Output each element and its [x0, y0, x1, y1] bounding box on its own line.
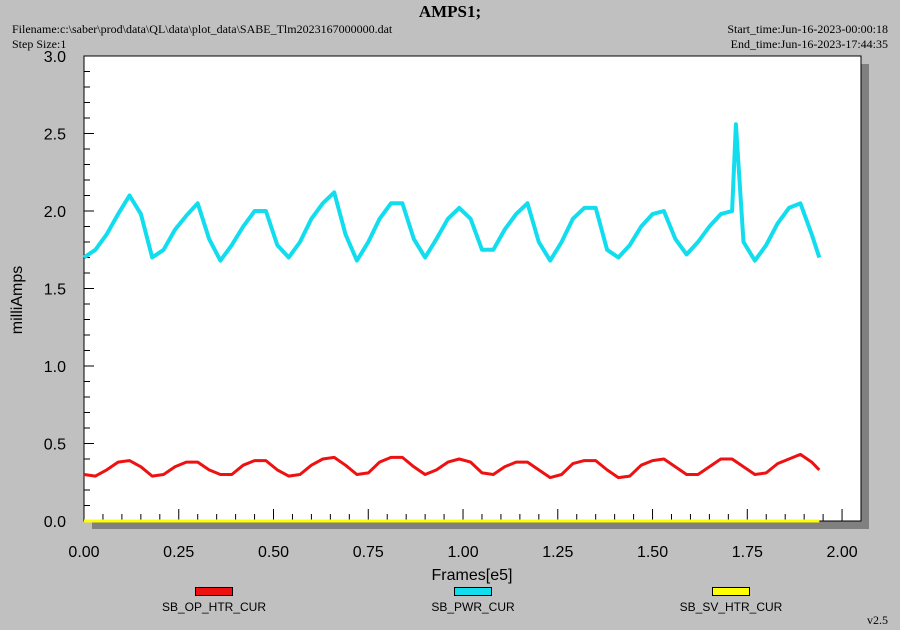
y-tick-label: 2.0: [44, 204, 66, 221]
y-tick-label: 1.0: [44, 359, 66, 376]
y-tick-label: 2.5: [44, 127, 66, 144]
x-tick-label: 1.50: [637, 544, 668, 561]
legend-label: SB_OP_HTR_CUR: [161, 600, 267, 614]
legend-item-pwr: SB_PWR_CUR: [373, 587, 573, 614]
version-label: v2.5: [867, 613, 888, 627]
x-axis-title: Frames[e5]: [432, 567, 513, 584]
y-tick-label: 0.0: [44, 514, 66, 531]
series-line: [83, 452, 821, 480]
legend-label: SB_SV_HTR_CUR: [679, 600, 783, 614]
chart-title: AMPS1;: [418, 2, 482, 21]
end-time-text: End_time:Jun-16-2023-17:44:35: [730, 37, 888, 51]
legend-swatch: [195, 587, 233, 596]
legend-swatch: [712, 587, 750, 596]
series-layer: [82, 122, 822, 523]
x-tick-label: 0.00: [68, 544, 99, 561]
legend-label: SB_PWR_CUR: [431, 600, 515, 614]
x-tick-label: 0.50: [258, 544, 289, 561]
legend-swatch: [454, 587, 492, 596]
x-tick-label: 1.75: [732, 544, 763, 561]
series-line: [82, 122, 822, 263]
x-tick-label: 1.25: [542, 544, 573, 561]
legend-item-op-htr: SB_OP_HTR_CUR: [114, 587, 314, 614]
start-time-text: Start_time:Jun-16-2023-00:00:18: [727, 22, 888, 36]
filename-text: Filename:c:\saber\prod\data\QL\data\plot…: [12, 22, 393, 36]
step-size-text: Step Size:1: [12, 37, 67, 51]
x-tick-label: 0.75: [353, 544, 384, 561]
legend-item-sv-htr: SB_SV_HTR_CUR: [631, 587, 831, 614]
y-axis-title: milliAmps: [9, 266, 26, 334]
x-tick-label: 0.25: [163, 544, 194, 561]
plot-area: [83, 55, 862, 522]
x-tick-label: 1.00: [447, 544, 478, 561]
y-tick-label: 0.5: [44, 437, 66, 454]
x-tick-label: 2.00: [826, 544, 857, 561]
y-tick-label: 3.0: [44, 49, 66, 66]
y-tick-label: 1.5: [44, 282, 66, 299]
